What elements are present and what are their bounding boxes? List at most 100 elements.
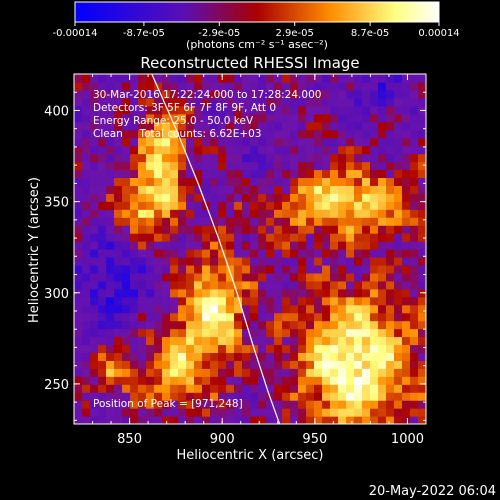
heatmap-cell bbox=[346, 249, 355, 258]
heatmap-cell bbox=[202, 241, 211, 250]
heatmap-cell bbox=[354, 360, 363, 369]
heatmap-cell bbox=[338, 97, 347, 107]
heatmap-cell bbox=[274, 193, 283, 202]
heatmap-cell bbox=[74, 368, 83, 377]
heatmap-cell bbox=[346, 376, 355, 385]
heatmap-cell bbox=[178, 113, 187, 123]
heatmap-cell bbox=[210, 89, 219, 99]
colorbar-tick-label: -0.00014 bbox=[53, 28, 98, 39]
heatmap-cell bbox=[338, 368, 347, 377]
heatmap-cell bbox=[162, 129, 171, 139]
heatmap-cell bbox=[162, 400, 171, 409]
heatmap-cell bbox=[218, 209, 227, 218]
heatmap-cell bbox=[330, 121, 339, 131]
heatmap-cell bbox=[226, 384, 235, 393]
heatmap-cell bbox=[98, 161, 107, 171]
heatmap-cell bbox=[362, 97, 371, 107]
heatmap-cell bbox=[330, 384, 339, 393]
heatmap-cell bbox=[194, 296, 203, 306]
heatmap-cell bbox=[226, 280, 235, 290]
heatmap-cell bbox=[418, 97, 426, 107]
heatmap-cell bbox=[242, 376, 251, 385]
heatmap-cell bbox=[290, 153, 299, 163]
heatmap-cell bbox=[290, 81, 299, 91]
heatmap-cell bbox=[402, 153, 411, 163]
heatmap-cell bbox=[378, 137, 387, 147]
heatmap-cell bbox=[74, 328, 83, 338]
heatmap-cell bbox=[258, 185, 267, 194]
heatmap-cell bbox=[394, 81, 403, 91]
heatmap-cell bbox=[298, 169, 307, 179]
heatmap-cell bbox=[114, 209, 123, 218]
heatmap-cell bbox=[90, 161, 99, 171]
heatmap-cell bbox=[90, 225, 99, 234]
heatmap-cell bbox=[298, 312, 307, 322]
heatmap-cell bbox=[274, 328, 283, 338]
heatmap-cell bbox=[346, 344, 355, 354]
heatmap-cell bbox=[322, 312, 331, 322]
heatmap-cell bbox=[370, 312, 379, 322]
heatmap-cell bbox=[98, 344, 107, 354]
heatmap-cell bbox=[242, 400, 251, 409]
heatmap-cell bbox=[186, 336, 195, 346]
heatmap-cell bbox=[154, 264, 163, 274]
heatmap-cell bbox=[346, 97, 355, 107]
heatmap-cell bbox=[322, 336, 331, 346]
heatmap-cell bbox=[90, 145, 99, 155]
heatmap-cell bbox=[202, 392, 211, 401]
heatmap-cell bbox=[210, 145, 219, 155]
heatmap-cell bbox=[258, 376, 267, 385]
heatmap-cell bbox=[186, 97, 195, 107]
heatmap-cell bbox=[114, 105, 123, 115]
heatmap-cell bbox=[354, 209, 363, 218]
heatmap-cell bbox=[74, 217, 83, 226]
heatmap-cell bbox=[386, 368, 395, 377]
heatmap-cell bbox=[138, 185, 147, 194]
heatmap-cell bbox=[218, 352, 227, 361]
heatmap-cell bbox=[202, 352, 211, 361]
heatmap-cell bbox=[354, 74, 363, 83]
heatmap-cell bbox=[138, 360, 147, 369]
heatmap-cell bbox=[186, 312, 195, 322]
heatmap-cell bbox=[82, 304, 91, 314]
heatmap-cell bbox=[122, 121, 131, 131]
heatmap-cell bbox=[346, 145, 355, 155]
heatmap-cell bbox=[242, 280, 251, 290]
heatmap-cell bbox=[378, 320, 387, 330]
heatmap-cell bbox=[250, 241, 259, 250]
heatmap-cell bbox=[402, 145, 411, 155]
heatmap-cell bbox=[314, 368, 323, 377]
heatmap-cell bbox=[386, 272, 395, 282]
heatmap-cell bbox=[202, 137, 211, 147]
heatmap-cell bbox=[354, 400, 363, 409]
heatmap-cell bbox=[210, 113, 219, 123]
heatmap-cell bbox=[122, 344, 131, 354]
heatmap-cell bbox=[402, 264, 411, 274]
heatmap-cell bbox=[250, 177, 259, 186]
heatmap-cell bbox=[138, 312, 147, 322]
heatmap-cell bbox=[202, 400, 211, 409]
heatmap-cell bbox=[266, 201, 275, 210]
heatmap-cell bbox=[346, 74, 355, 83]
heatmap-cell bbox=[378, 121, 387, 131]
heatmap-cell bbox=[418, 161, 426, 171]
heatmap-cell bbox=[74, 201, 83, 210]
heatmap-cell bbox=[90, 384, 99, 393]
heatmap-cell bbox=[362, 153, 371, 163]
heatmap-cell bbox=[202, 344, 211, 354]
heatmap-cell bbox=[106, 416, 115, 424]
heatmap-cell bbox=[194, 392, 203, 401]
heatmap-cell bbox=[74, 416, 83, 424]
heatmap-cell bbox=[354, 97, 363, 107]
heatmap-cell bbox=[418, 185, 426, 194]
heatmap-cell bbox=[186, 304, 195, 314]
heatmap-cell bbox=[394, 272, 403, 282]
heatmap-cell bbox=[338, 121, 347, 131]
heatmap-cell bbox=[258, 233, 267, 242]
heatmap-cell bbox=[402, 384, 411, 393]
heatmap-cell bbox=[90, 241, 99, 250]
heatmap-cell bbox=[170, 74, 179, 83]
heatmap-cell bbox=[410, 185, 419, 194]
heatmap-cell bbox=[74, 400, 83, 409]
y-tick-label: 300 bbox=[44, 287, 69, 302]
